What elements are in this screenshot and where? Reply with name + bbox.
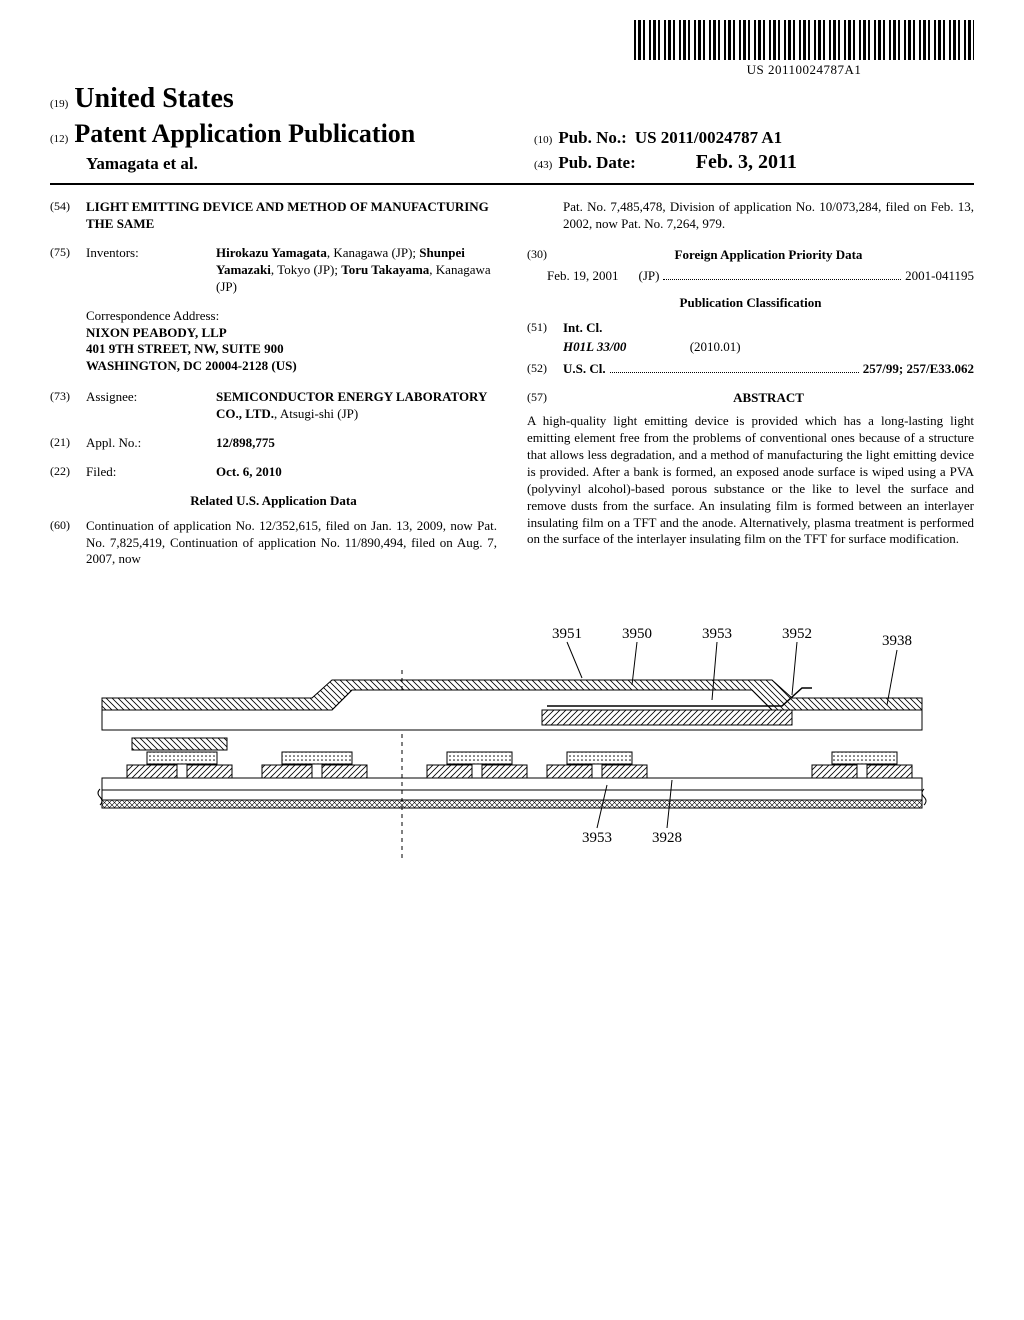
- intcl-class-row: H01L 33/00 (2010.01): [563, 339, 974, 356]
- invention-title: LIGHT EMITTING DEVICE AND METHOD OF MANU…: [86, 199, 497, 233]
- abstract-code: (57): [527, 390, 563, 407]
- dots-fill-2: [610, 372, 859, 373]
- related-text: Continuation of application No. 12/352,6…: [86, 518, 497, 569]
- patent-figure: 3951 3950 3953 3952 3938 3953 3928: [72, 610, 952, 870]
- header-right: (10) Pub. No.: US 2011/0024787 A1 (43) P…: [534, 127, 974, 175]
- correspondence-line3: WASHINGTON, DC 20004-2128 (US): [86, 358, 497, 375]
- related-text-continued: Pat. No. 7,485,478, Division of applicat…: [563, 199, 974, 233]
- uscl-value: 257/99; 257/E33.062: [863, 361, 974, 378]
- appl-row: (21) Appl. No.: 12/898,775: [50, 435, 497, 452]
- filed-date: Oct. 6, 2010: [216, 464, 497, 481]
- barcode-section: US 20110024787A1: [50, 20, 974, 79]
- country-code: (19): [50, 97, 68, 111]
- pubclass-header: Publication Classification: [527, 295, 974, 312]
- pub-no-code: (10): [534, 133, 552, 147]
- foreign-country: (JP): [639, 268, 660, 285]
- barcode-bars: [634, 20, 974, 60]
- inventors-value: Hirokazu Yamagata, Kanagawa (JP); Shunpe…: [216, 245, 497, 296]
- pub-no-value: US 2011/0024787 A1: [635, 127, 782, 149]
- fig-label-3950: 3950: [622, 626, 652, 642]
- intcl-code: (51): [527, 320, 563, 337]
- inventors-code: (75): [50, 245, 86, 296]
- correspondence-line2: 401 9TH STREET, NW, SUITE 900: [86, 341, 497, 358]
- pub-date-label: Pub. Date:: [558, 152, 635, 174]
- uscl-code: (52): [527, 361, 563, 378]
- abstract-text: A high-quality light emitting device is …: [527, 413, 974, 548]
- inventor-1-name: Hirokazu Yamagata: [216, 245, 327, 260]
- fig-label-3952: 3952: [782, 626, 812, 642]
- assignee-row: (73) Assignee: SEMICONDUCTOR ENERGY LABO…: [50, 389, 497, 423]
- fig-label-3953-b: 3953: [582, 830, 612, 846]
- pub-date-value: Feb. 3, 2011: [696, 149, 797, 175]
- intcl-class: H01L 33/00: [563, 339, 626, 354]
- correspondence-label: Correspondence Address:: [86, 308, 497, 325]
- assignee-value: SEMICONDUCTOR ENERGY LABORATORY CO., LTD…: [216, 389, 497, 423]
- inventors-row: (75) Inventors: Hirokazu Yamagata, Kanag…: [50, 245, 497, 296]
- intcl-label: Int. Cl.: [563, 320, 602, 337]
- pub-date-line: (43) Pub. Date: Feb. 3, 2011: [534, 149, 974, 175]
- foreign-header: Foreign Application Priority Data: [563, 247, 974, 264]
- figure-area: 3951 3950 3953 3952 3938 3953 3928: [50, 610, 974, 875]
- barcode-number: US 20110024787A1: [634, 62, 974, 79]
- bibliographic-columns: (54) LIGHT EMITTING DEVICE AND METHOD OF…: [50, 199, 974, 580]
- right-column: Pat. No. 7,485,478, Division of applicat…: [527, 199, 974, 580]
- document-header: US 20110024787A1 (19) United States (12)…: [50, 20, 974, 175]
- pub-date-code: (43): [534, 158, 552, 172]
- pub-type-line: (12) Patent Application Publication: [50, 117, 534, 151]
- uscl-val-text: 257/99; 257/E33.062: [863, 361, 974, 376]
- filed-row: (22) Filed: Oct. 6, 2010: [50, 464, 497, 481]
- uscl-line: U.S. Cl. 257/99; 257/E33.062: [563, 361, 974, 378]
- authors: Yamagata et al.: [86, 153, 534, 175]
- related-row: (60) Continuation of application No. 12/…: [50, 518, 497, 569]
- uscl-row: (52) U.S. Cl. 257/99; 257/E33.062: [527, 361, 974, 378]
- title-row: (54) LIGHT EMITTING DEVICE AND METHOD OF…: [50, 199, 497, 233]
- fig-label-3938: 3938: [882, 633, 912, 649]
- abstract-label: ABSTRACT: [563, 390, 974, 407]
- inventor-3-name: Toru Takayama: [341, 262, 429, 277]
- abstract-header-row: (57) ABSTRACT: [527, 390, 974, 407]
- related-header: Related U.S. Application Data: [50, 493, 497, 510]
- related-code: (60): [50, 518, 86, 569]
- inventor-2-loc: , Tokyo (JP);: [271, 262, 341, 277]
- country-line: (19) United States: [50, 81, 534, 117]
- foreign-priority-row: Feb. 19, 2001 (JP) 2001-041195: [547, 268, 974, 285]
- header-grid: (19) United States (12) Patent Applicati…: [50, 81, 974, 175]
- header-left: (19) United States (12) Patent Applicati…: [50, 81, 534, 175]
- filed-code: (22): [50, 464, 86, 481]
- fig-label-3928: 3928: [652, 830, 682, 846]
- inventor-1-loc: , Kanagawa (JP);: [327, 245, 419, 260]
- left-column: (54) LIGHT EMITTING DEVICE AND METHOD OF…: [50, 199, 497, 580]
- correspondence-line1: NIXON PEABODY, LLP: [86, 325, 497, 342]
- foreign-date: Feb. 19, 2001: [547, 268, 619, 285]
- appl-no: 12/898,775: [216, 435, 497, 452]
- filed-label: Filed:: [86, 464, 216, 481]
- correspondence-block: Correspondence Address: NIXON PEABODY, L…: [86, 308, 497, 376]
- assignee-loc: , Atsugi-shi (JP): [274, 406, 358, 421]
- uscl-label: U.S. Cl.: [563, 361, 606, 378]
- pub-type: Patent Application Publication: [74, 117, 415, 151]
- appl-code: (21): [50, 435, 86, 452]
- foreign-header-row: (30) Foreign Application Priority Data: [527, 247, 974, 264]
- country-name: United States: [74, 81, 233, 117]
- assignee-code: (73): [50, 389, 86, 423]
- barcode: US 20110024787A1: [634, 20, 974, 79]
- inventors-label: Inventors:: [86, 245, 216, 296]
- foreign-appno: 2001-041195: [905, 268, 974, 285]
- assignee-label: Assignee:: [86, 389, 216, 423]
- fig-label-3953: 3953: [702, 626, 732, 642]
- intcl-row: (51) Int. Cl.: [527, 320, 974, 337]
- title-code: (54): [50, 199, 86, 233]
- pub-type-code: (12): [50, 132, 68, 146]
- foreign-code: (30): [527, 247, 563, 264]
- intcl-year: (2010.01): [690, 339, 741, 354]
- header-divider: [50, 183, 974, 185]
- dots-fill: [663, 279, 901, 280]
- fig-label-3951: 3951: [552, 626, 582, 642]
- pub-no-line: (10) Pub. No.: US 2011/0024787 A1: [534, 127, 974, 149]
- appl-label: Appl. No.:: [86, 435, 216, 452]
- pub-no-label: Pub. No.:: [558, 127, 626, 149]
